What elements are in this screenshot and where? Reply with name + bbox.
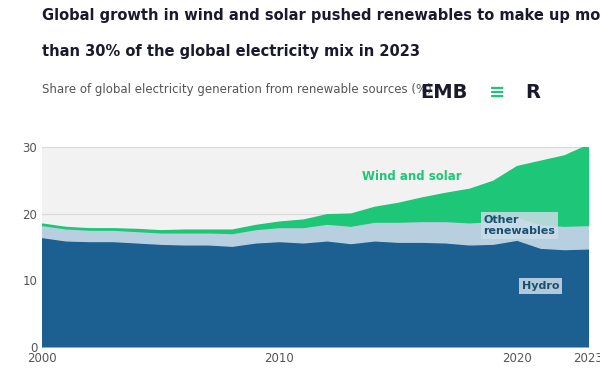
Text: Global growth in wind and solar pushed renewables to make up more: Global growth in wind and solar pushed r…	[42, 8, 600, 23]
Text: Hydro: Hydro	[521, 281, 559, 291]
Text: Share of global electricity generation from renewable sources (%): Share of global electricity generation f…	[42, 83, 432, 96]
Text: Other
renewables: Other renewables	[484, 215, 556, 237]
Text: EMB: EMB	[420, 83, 467, 102]
Text: R: R	[525, 83, 540, 102]
Text: than 30% of the global electricity mix in 2023: than 30% of the global electricity mix i…	[42, 44, 420, 59]
Text: ≡: ≡	[489, 83, 505, 102]
Text: Wind and solar: Wind and solar	[362, 170, 462, 183]
